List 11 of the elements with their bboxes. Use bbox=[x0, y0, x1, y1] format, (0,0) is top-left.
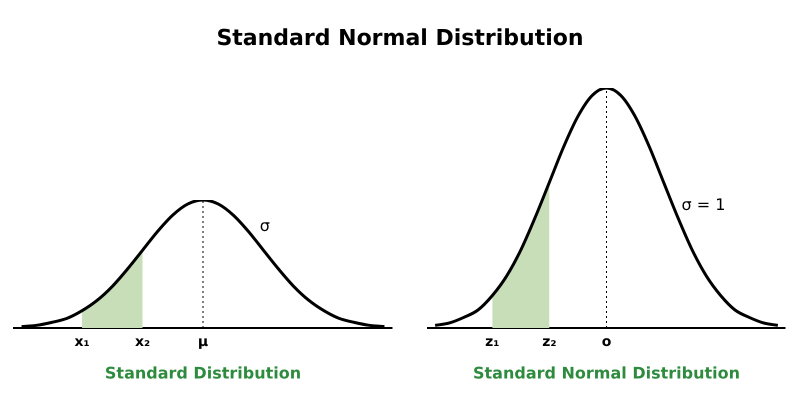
x-tick-label: z₂ bbox=[542, 334, 557, 350]
annotation: σ bbox=[260, 216, 270, 236]
x-tick-label: x₂ bbox=[134, 334, 150, 350]
chart-title: Standard Normal Distribution bbox=[215, 26, 585, 51]
x-tick-label: x₁ bbox=[74, 334, 90, 350]
annotation: σ = 1 bbox=[681, 194, 726, 214]
x-axis-title: Standard Normal Distribution bbox=[473, 364, 740, 383]
x-axis-title: Standard Distribution bbox=[104, 364, 302, 383]
x-tick-label: o bbox=[602, 334, 612, 350]
x-tick-label: μ bbox=[198, 334, 208, 350]
x-tick-label: z₁ bbox=[485, 334, 500, 350]
